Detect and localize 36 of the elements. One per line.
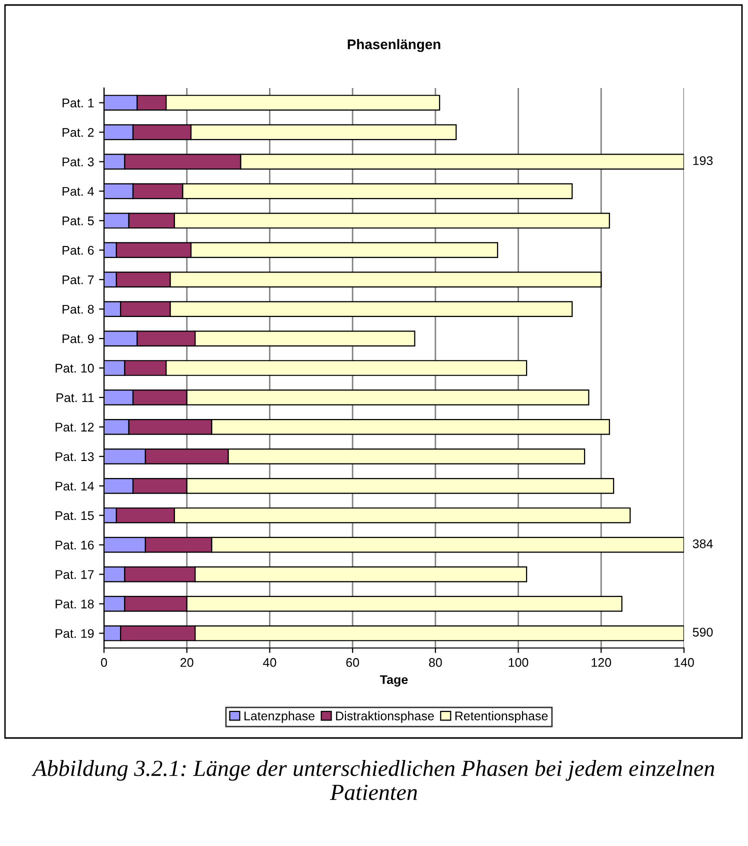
- y-tick-label: Pat. 8: [62, 304, 94, 314]
- text: Abbildung 3.2.1: Länge der unterschiedlichen Phasen bei jedem einzelnen Patienten: [32, 760, 714, 800]
- legend-label: Retentionsphase: [455, 711, 548, 723]
- y-tick-label: Pat. 16: [56, 540, 94, 550]
- x-tick-label: 20: [180, 658, 194, 667]
- text: 590: [692, 628, 713, 637]
- y-tick-label: Pat. 17: [56, 570, 94, 579]
- y-tick-label: Pat. 1: [62, 98, 94, 108]
- y-tick-label: Pat. 18: [56, 600, 94, 608]
- y-tick-label: Pat. 7: [62, 276, 94, 284]
- y-tick-label: Pat. 11: [56, 393, 94, 402]
- y-tick-label: Pat. 13: [56, 452, 94, 462]
- legend-label: Latenzphase: [244, 711, 314, 723]
- y-tick-label: Pat. 9: [62, 334, 94, 344]
- y-tick-label: Pat. 6: [62, 246, 94, 255]
- y-tick-label: Pat. 12: [56, 422, 94, 432]
- chart-title: Phasenlängen: [348, 39, 440, 52]
- y-tick-label: Pat. 2: [62, 128, 94, 137]
- x-tick-label: 60: [346, 658, 360, 667]
- x-axis-title: Tage: [380, 675, 408, 687]
- x-tick-label: 40: [263, 658, 276, 667]
- y-tick-label: Pat. 10: [56, 364, 94, 373]
- y-tick-label: Pat. 3: [62, 157, 94, 166]
- text: 193: [693, 156, 713, 166]
- legend-label: Distraktionsphase: [336, 711, 434, 723]
- x-tick-label: 100: [508, 658, 528, 667]
- x-tick-label: 140: [674, 658, 694, 667]
- x-tick-label: 120: [592, 658, 612, 667]
- text: 384: [692, 539, 713, 548]
- x-tick-label: 0: [101, 658, 107, 667]
- x-tick-label: 80: [429, 658, 442, 667]
- y-tick-label: Pat. 15: [56, 511, 94, 520]
- y-tick-label: Pat. 5: [62, 216, 94, 226]
- y-tick-label: Pat. 4: [62, 187, 94, 196]
- y-tick-label: Pat. 14: [56, 482, 94, 491]
- y-tick-label: Pat. 19: [56, 629, 94, 638]
